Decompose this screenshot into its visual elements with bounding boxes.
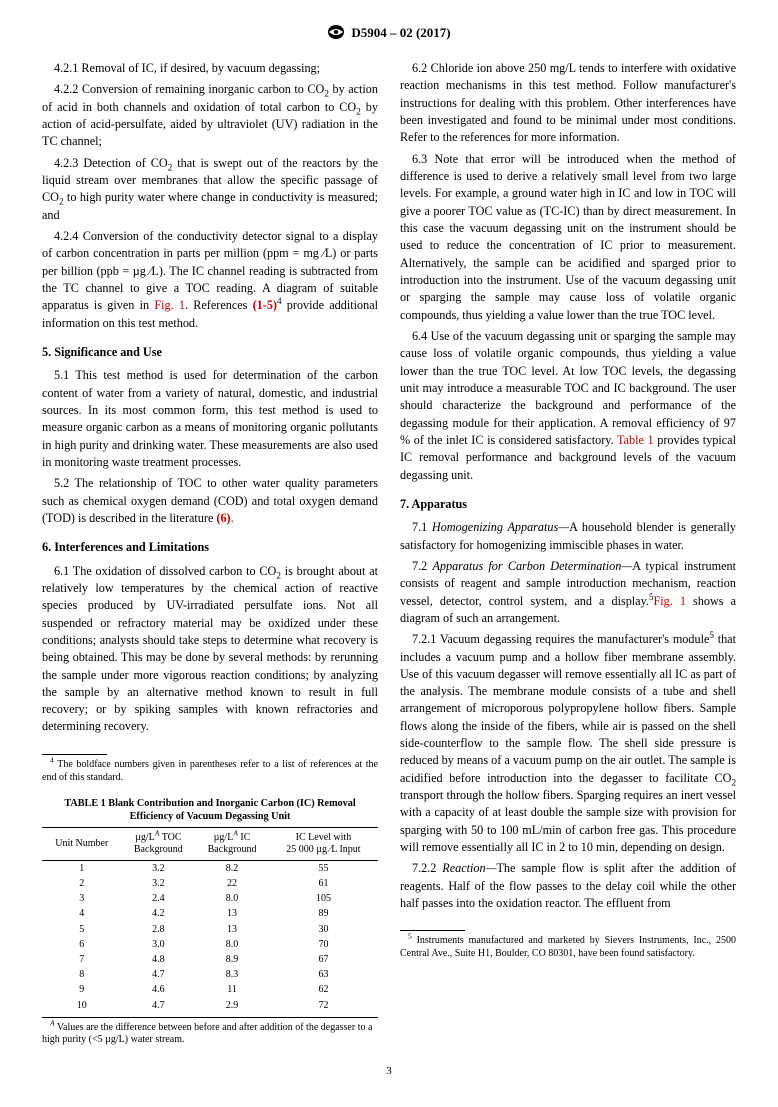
table-cell: 8.2 (195, 861, 269, 877)
table-row: 63.08.070 (42, 937, 378, 952)
designation: D5904 – 02 (2017) (351, 25, 450, 40)
table-cell: 72 (269, 998, 378, 1017)
para-7-2-1: 7.2.1 Vacuum degassing requires the manu… (400, 631, 736, 856)
table-cell: 105 (269, 892, 378, 907)
table-cell: 11 (195, 983, 269, 998)
table-row: 74.88.967 (42, 952, 378, 967)
table-cell: 55 (269, 861, 378, 877)
refs-1-5: (1-5) (253, 298, 277, 312)
para-5-2: 5.2 The relationship of TOC to other wat… (42, 475, 378, 527)
table-row: 44.21389 (42, 907, 378, 922)
table-cell: 8.0 (195, 892, 269, 907)
para-6-3: 6.3 Note that error will be introduced w… (400, 151, 736, 324)
table-row: 104.72.972 (42, 998, 378, 1017)
table-cell: 3 (42, 892, 121, 907)
table-cell: 10 (42, 998, 121, 1017)
table-header-row: Unit Number µg/LA TOCBackground µg/LA IC… (42, 828, 378, 861)
table-cell: 3.2 (121, 877, 195, 892)
table-cell: 6 (42, 937, 121, 952)
table-cell: 4.7 (121, 968, 195, 983)
table-cell: 3.2 (121, 861, 195, 877)
table-row: 13.28.255 (42, 861, 378, 877)
table-cell: 89 (269, 907, 378, 922)
table1-ref: Table 1 (617, 433, 654, 447)
fig1-ref-2: Fig. 1 (654, 594, 686, 608)
table-cell: 1 (42, 861, 121, 877)
table-cell: 3.0 (121, 937, 195, 952)
table-cell: 70 (269, 937, 378, 952)
table-cell: 2 (42, 877, 121, 892)
table-cell: 8.3 (195, 968, 269, 983)
page: D5904 – 02 (2017) 4.2.1 Removal of IC, i… (0, 0, 778, 1107)
heading-7: 7. Apparatus (400, 496, 736, 513)
table-1-note: A Values are the difference between befo… (42, 1022, 378, 1047)
table-cell: 4.6 (121, 983, 195, 998)
table-cell: 13 (195, 922, 269, 937)
table-row: 84.78.363 (42, 968, 378, 983)
th-ic-level: IC Level with25 000 µg ⁄L Input (269, 828, 378, 861)
para-7-2: 7.2 Apparatus for Carbon Determination—A… (400, 558, 736, 627)
para-4-2-4: 4.2.4 Conversion of the conductivity det… (42, 228, 378, 332)
table-cell: 30 (269, 922, 378, 937)
table-row: 32.48.0105 (42, 892, 378, 907)
table-cell: 22 (195, 877, 269, 892)
table-cell: 4.7 (121, 998, 195, 1017)
para-5-1: 5.1 This test method is used for determi… (42, 367, 378, 471)
table-cell: 8.0 (195, 937, 269, 952)
table-1-title: TABLE 1 Blank Contribution and Inorganic… (42, 798, 378, 824)
footnote-5-block: 5 Instruments manufactured and marketed … (400, 930, 736, 960)
table-cell: 7 (42, 952, 121, 967)
para-6-1: 6.1 The oxidation of dissolved carbon to… (42, 563, 378, 736)
table-row: 52.81330 (42, 922, 378, 937)
ref-6: (6) (216, 511, 230, 525)
footnote-4: 4 The boldface numbers given in parenthe… (42, 758, 378, 784)
para-4-2-2: 4.2.2 Conversion of remaining inorganic … (42, 81, 378, 150)
page-number: 3 (42, 1065, 736, 1077)
table-cell: 8.9 (195, 952, 269, 967)
page-header: D5904 – 02 (2017) (42, 24, 736, 44)
para-6-4: 6.4 Use of the vacuum degassing unit or … (400, 328, 736, 484)
table-row: 23.22261 (42, 877, 378, 892)
table-cell: 13 (195, 907, 269, 922)
table-cell: 4 (42, 907, 121, 922)
table-cell: 5 (42, 922, 121, 937)
th-toc-bg: µg/LA TOCBackground (121, 828, 195, 861)
footnote-4-block: 4 The boldface numbers given in parenthe… (42, 754, 378, 784)
table-cell: 2.8 (121, 922, 195, 937)
para-4-2-1: 4.2.1 Removal of IC, if desired, by vacu… (42, 60, 378, 77)
heading-5: 5. Significance and Use (42, 344, 378, 361)
th-ic-bg: µg/LA ICBackground (195, 828, 269, 861)
table-row: 94.61162 (42, 983, 378, 998)
table-1: Unit Number µg/LA TOCBackground µg/LA IC… (42, 827, 378, 1017)
table-cell: 63 (269, 968, 378, 983)
para-7-2-2: 7.2.2 Reaction—The sample flow is split … (400, 860, 736, 912)
para-6-2: 6.2 Chloride ion above 250 mg/L tends to… (400, 60, 736, 147)
table-cell: 67 (269, 952, 378, 967)
para-7-1: 7.1 Homogenizing Apparatus—A household b… (400, 519, 736, 554)
table-cell: 4.2 (121, 907, 195, 922)
heading-6: 6. Interferences and Limitations (42, 539, 378, 556)
table-cell: 4.8 (121, 952, 195, 967)
table-cell: 62 (269, 983, 378, 998)
footnote-5: 5 Instruments manufactured and marketed … (400, 934, 736, 960)
table-cell: 61 (269, 877, 378, 892)
table-cell: 8 (42, 968, 121, 983)
table-cell: 2.4 (121, 892, 195, 907)
th-unit: Unit Number (42, 828, 121, 861)
table-cell: 2.9 (195, 998, 269, 1017)
astm-logo-icon (327, 24, 345, 44)
body-columns: 4.2.1 Removal of IC, if desired, by vacu… (42, 60, 736, 1047)
table-cell: 9 (42, 983, 121, 998)
table-1-block: TABLE 1 Blank Contribution and Inorganic… (42, 798, 378, 1047)
para-4-2-3: 4.2.3 Detection of CO2 that is swept out… (42, 155, 378, 224)
fig1-ref: Fig. 1 (154, 298, 185, 312)
